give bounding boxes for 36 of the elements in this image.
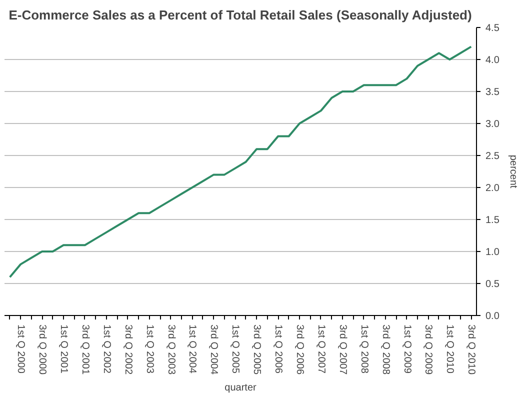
y-tick-label: 4.5 [486, 23, 500, 34]
x-tick-label: 1st Q 2001 [58, 324, 69, 374]
x-tick-label: 1st Q 2002 [100, 324, 112, 374]
x-tick-label: 3rd Q 2007 [336, 324, 348, 375]
x-tick-label: 1st Q 2009 [401, 324, 412, 374]
y-tick-label: 3.5 [486, 87, 500, 98]
y-tick-label: 1.0 [486, 247, 500, 258]
x-tick-label: 1st Q 2003 [144, 324, 155, 374]
x-tick-label: 3rd Q 2001 [79, 324, 90, 375]
x-tick-label: 1st Q 2007 [315, 324, 326, 374]
x-tick-label: 1st Q 2006 [272, 324, 284, 374]
x-tick-label: 3rd Q 2003 [165, 324, 176, 375]
x-tick-label: 1st Q 2005 [230, 324, 241, 374]
x-tick-label: 3rd Q 2008 [380, 324, 391, 375]
x-tick-label: 3rd Q 2010 [466, 324, 477, 375]
x-tick-label: 3rd Q 2006 [294, 324, 305, 375]
y-tick-label: 0.5 [486, 279, 500, 290]
chart-title: E-Commerce Sales as a Percent of Total Retail Sales (Seasonally Adjusted) [8, 8, 472, 22]
y-tick-label: 2.0 [486, 183, 500, 194]
x-axis-title: quarter [224, 382, 258, 394]
x-tick-label: 3rd Q 2005 [251, 324, 262, 375]
x-tick-label: 3rd Q 2002 [122, 324, 134, 375]
y-tick-label: 4.0 [486, 55, 500, 66]
x-tick-label: 3rd Q 2009 [422, 324, 434, 375]
x-tick-label: 3rd Q 2000 [36, 324, 48, 375]
x-tick-label: 1st Q 2010 [444, 324, 456, 374]
y-tick-label: 1.5 [486, 215, 500, 226]
y-tick-label: 3.0 [486, 119, 500, 130]
line-series [8, 46, 472, 278]
x-tick-label: 3rd Q 2004 [208, 324, 220, 375]
x-tick-label: 1st Q 2008 [358, 324, 370, 374]
y-axis-title: percent [507, 154, 518, 188]
x-tick-label: 1st Q 2000 [15, 324, 26, 374]
y-tick-label: 2.5 [486, 151, 500, 162]
x-tick-label: 1st Q 2004 [186, 324, 198, 374]
y-tick-label: 0.0 [486, 311, 500, 322]
